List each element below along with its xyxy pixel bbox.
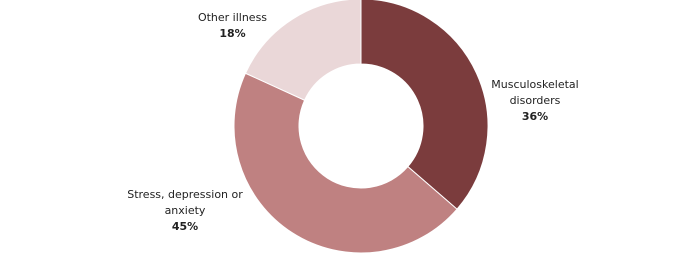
category-label: Other illness	[197, 11, 268, 24]
category-label: Musculoskeletal disorders	[491, 78, 579, 107]
slice-label: Other illness 18%	[185, 10, 280, 42]
value-label: 45%	[171, 220, 199, 233]
slice	[244, 0, 362, 101]
value-label: 18%	[219, 27, 246, 40]
value-label: 36%	[521, 110, 549, 123]
slice-label: Stress, depression or anxiety 45%	[115, 187, 255, 235]
slice-label: Musculoskeletal disorders 36%	[475, 77, 595, 125]
category-label: Stress, depression or anxiety	[127, 188, 243, 217]
slice	[360, 0, 489, 210]
slice	[233, 72, 458, 254]
